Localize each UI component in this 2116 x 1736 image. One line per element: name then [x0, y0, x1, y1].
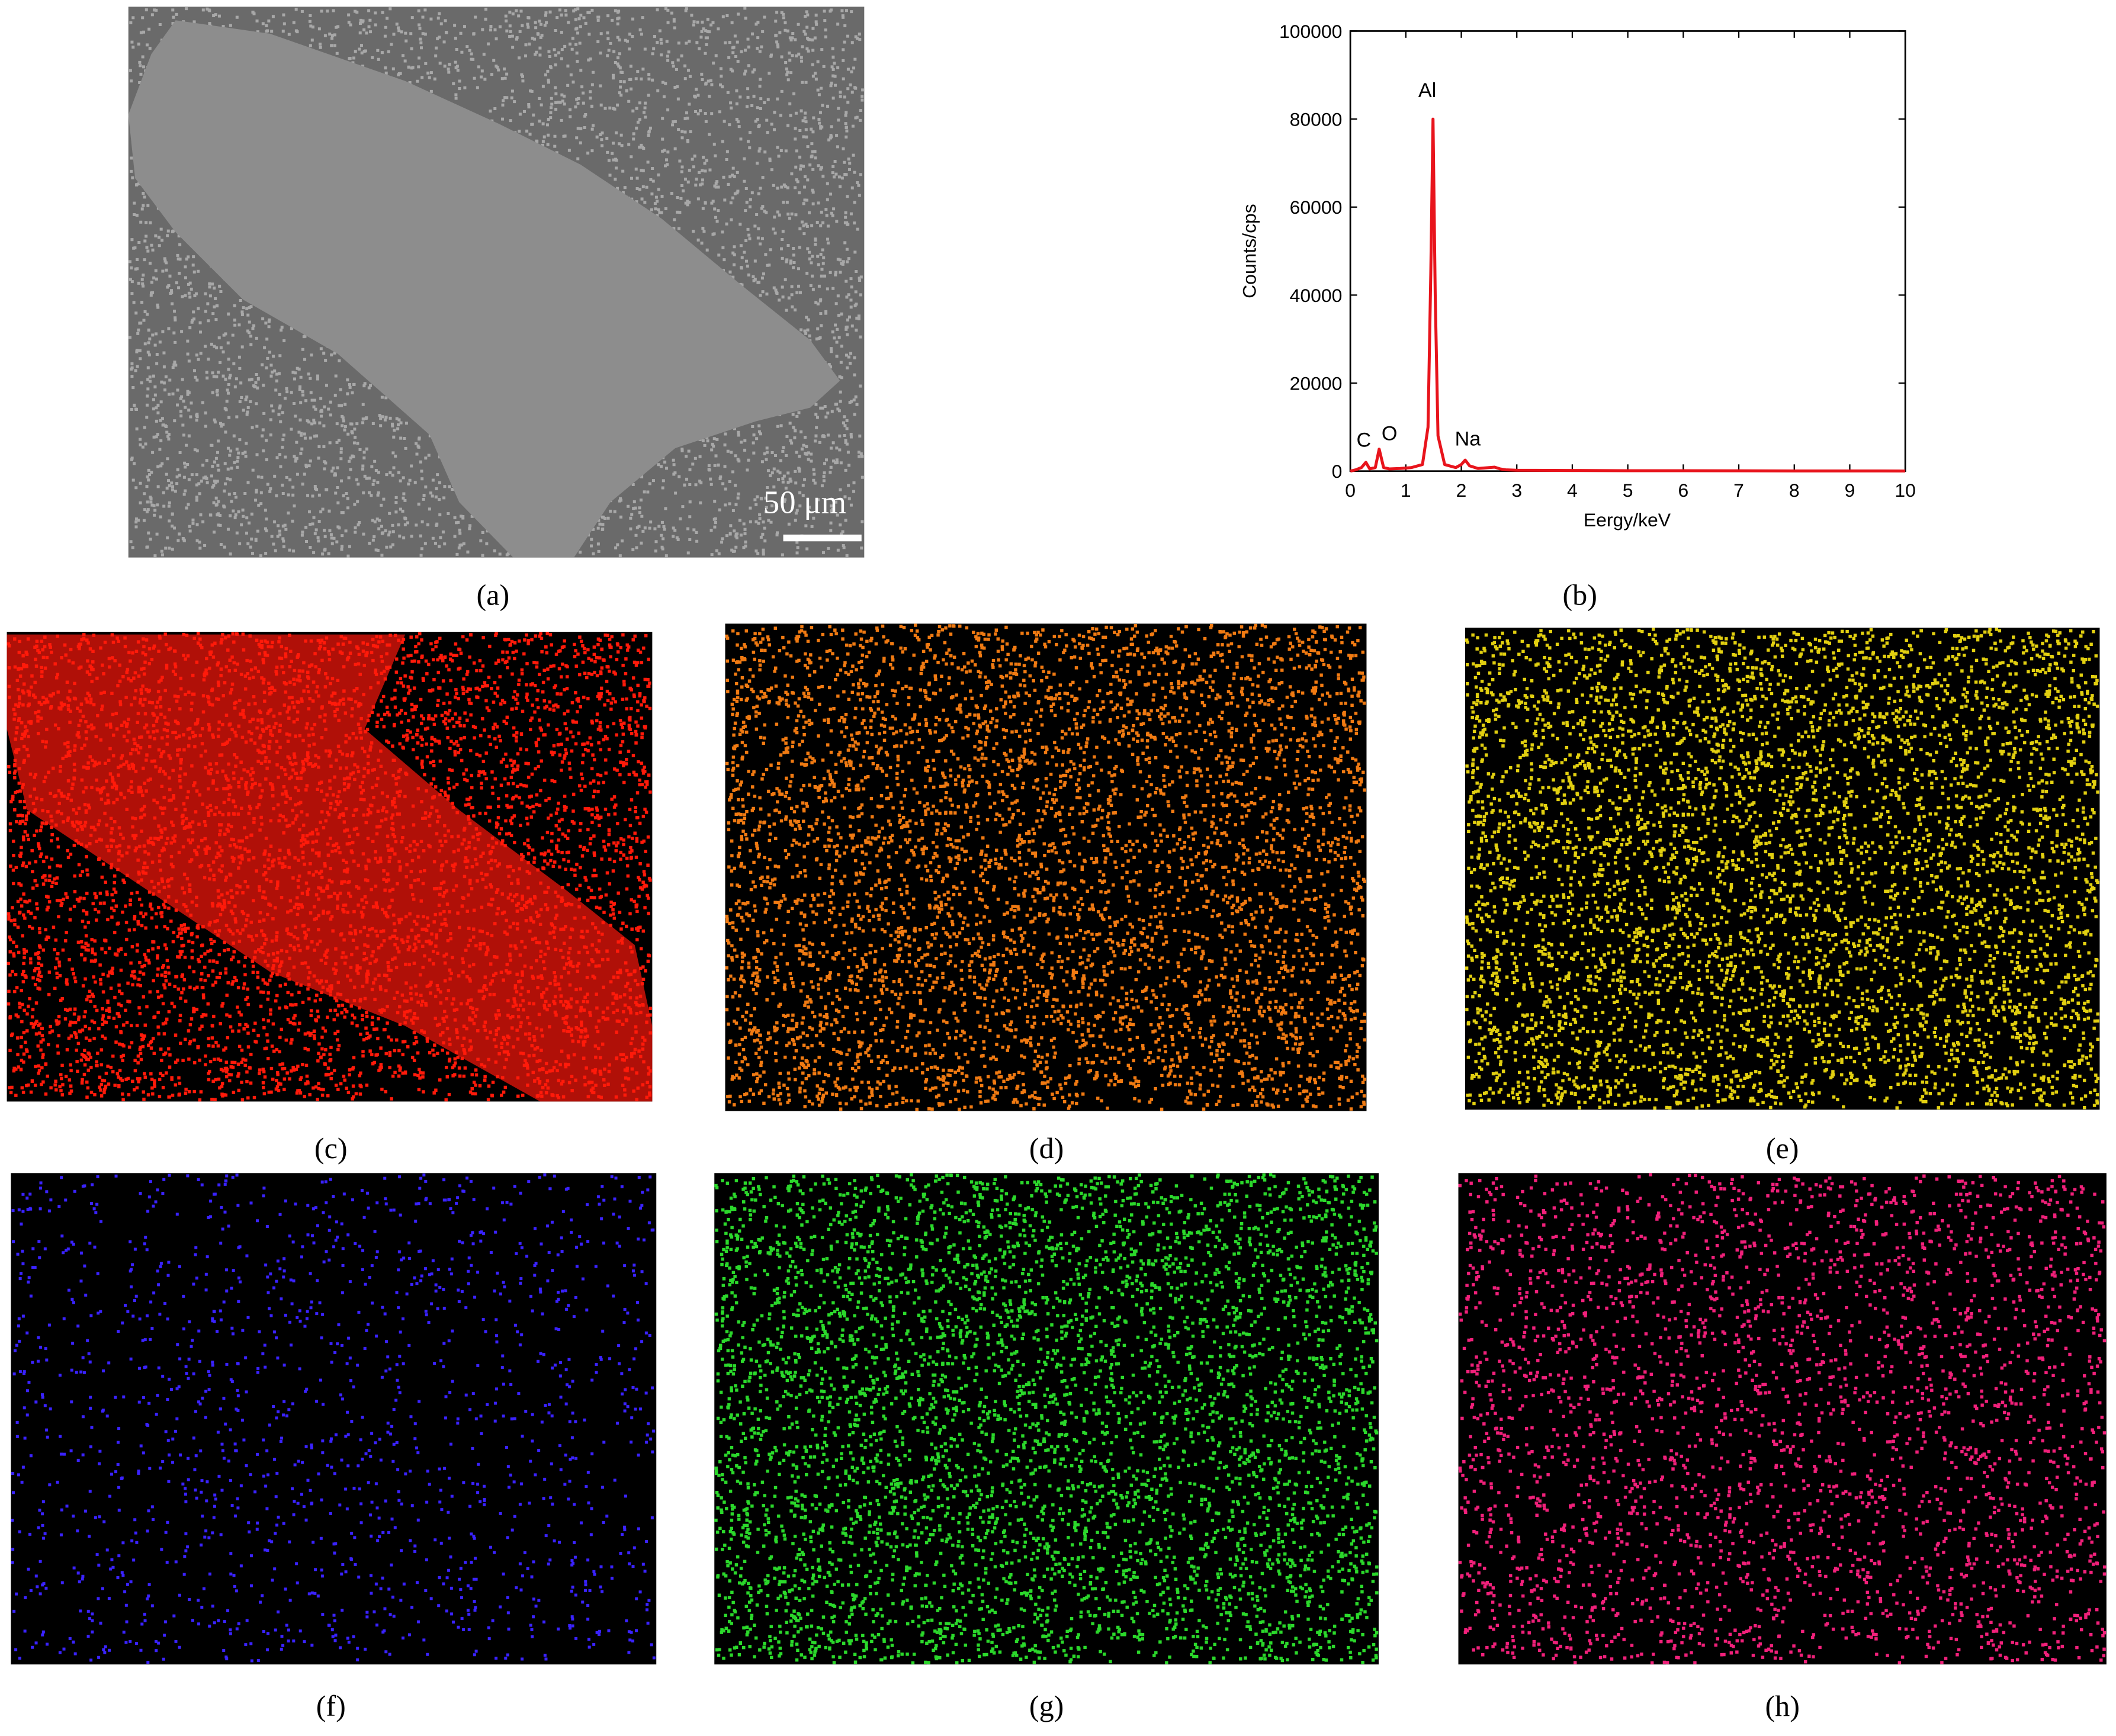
- x-tick-label: 5: [1623, 480, 1633, 501]
- x-tick-label: 2: [1456, 480, 1467, 501]
- y-tick-label: 100000: [1279, 21, 1342, 42]
- map-c-dots: [7, 632, 652, 1102]
- panel-label: (f): [316, 1689, 346, 1722]
- panel-label: (c): [314, 1131, 348, 1165]
- y-tick-label: 0: [1332, 461, 1343, 482]
- panel-label: (a): [477, 578, 510, 611]
- x-tick-label: 0: [1345, 480, 1356, 501]
- map-h-dots: [1458, 1173, 2107, 1665]
- x-axis-label: Eergy/keV: [1584, 509, 1671, 531]
- x-tick-label: 1: [1401, 480, 1411, 501]
- peak-label: Na: [1455, 427, 1482, 450]
- map-d: [725, 623, 1367, 1111]
- x-tick-label: 3: [1511, 480, 1522, 501]
- map-h: [1458, 1173, 2107, 1665]
- x-tick-label: 10: [1895, 480, 1915, 501]
- map-f: [11, 1173, 657, 1665]
- scale-bar: [783, 534, 862, 542]
- map-d-dots: [725, 623, 1367, 1111]
- spectrum-line: [1350, 117, 1906, 473]
- spectrum-chart: Eergy/keV Counts/cps 0 1 2 3 4 5 6 7 8 9 10 0 20000 4…: [1239, 21, 1916, 531]
- x-tick-label: 9: [1845, 480, 1855, 501]
- map-e-dots: [1465, 628, 2100, 1110]
- x-tick-label: 8: [1789, 480, 1800, 501]
- panel-label: (b): [1562, 578, 1597, 611]
- y-tick-label: 80000: [1290, 108, 1343, 130]
- y-tick-label: 40000: [1290, 285, 1343, 306]
- x-tick-label: 6: [1678, 480, 1688, 501]
- map-g-dots: [714, 1173, 1379, 1665]
- peak-label: Al: [1418, 79, 1436, 102]
- x-tick-label: 7: [1733, 480, 1744, 501]
- peak-label: C: [1357, 429, 1372, 452]
- sem-image: 50 μm: [128, 7, 865, 558]
- y-axis-label: Counts/cps: [1239, 204, 1260, 298]
- panel-label: (e): [1766, 1131, 1799, 1165]
- y-tick-label: 20000: [1290, 372, 1343, 394]
- scale-bar-label: 50 μm: [763, 484, 846, 520]
- panel-label: (h): [1765, 1689, 1799, 1722]
- x-tick-label: 4: [1567, 480, 1578, 501]
- y-tick-label: 60000: [1290, 197, 1343, 218]
- sem-worn-surface: [128, 20, 840, 558]
- panel-label: (g): [1029, 1689, 1064, 1722]
- panel-label: (d): [1029, 1131, 1064, 1165]
- peak-label: O: [1382, 422, 1398, 445]
